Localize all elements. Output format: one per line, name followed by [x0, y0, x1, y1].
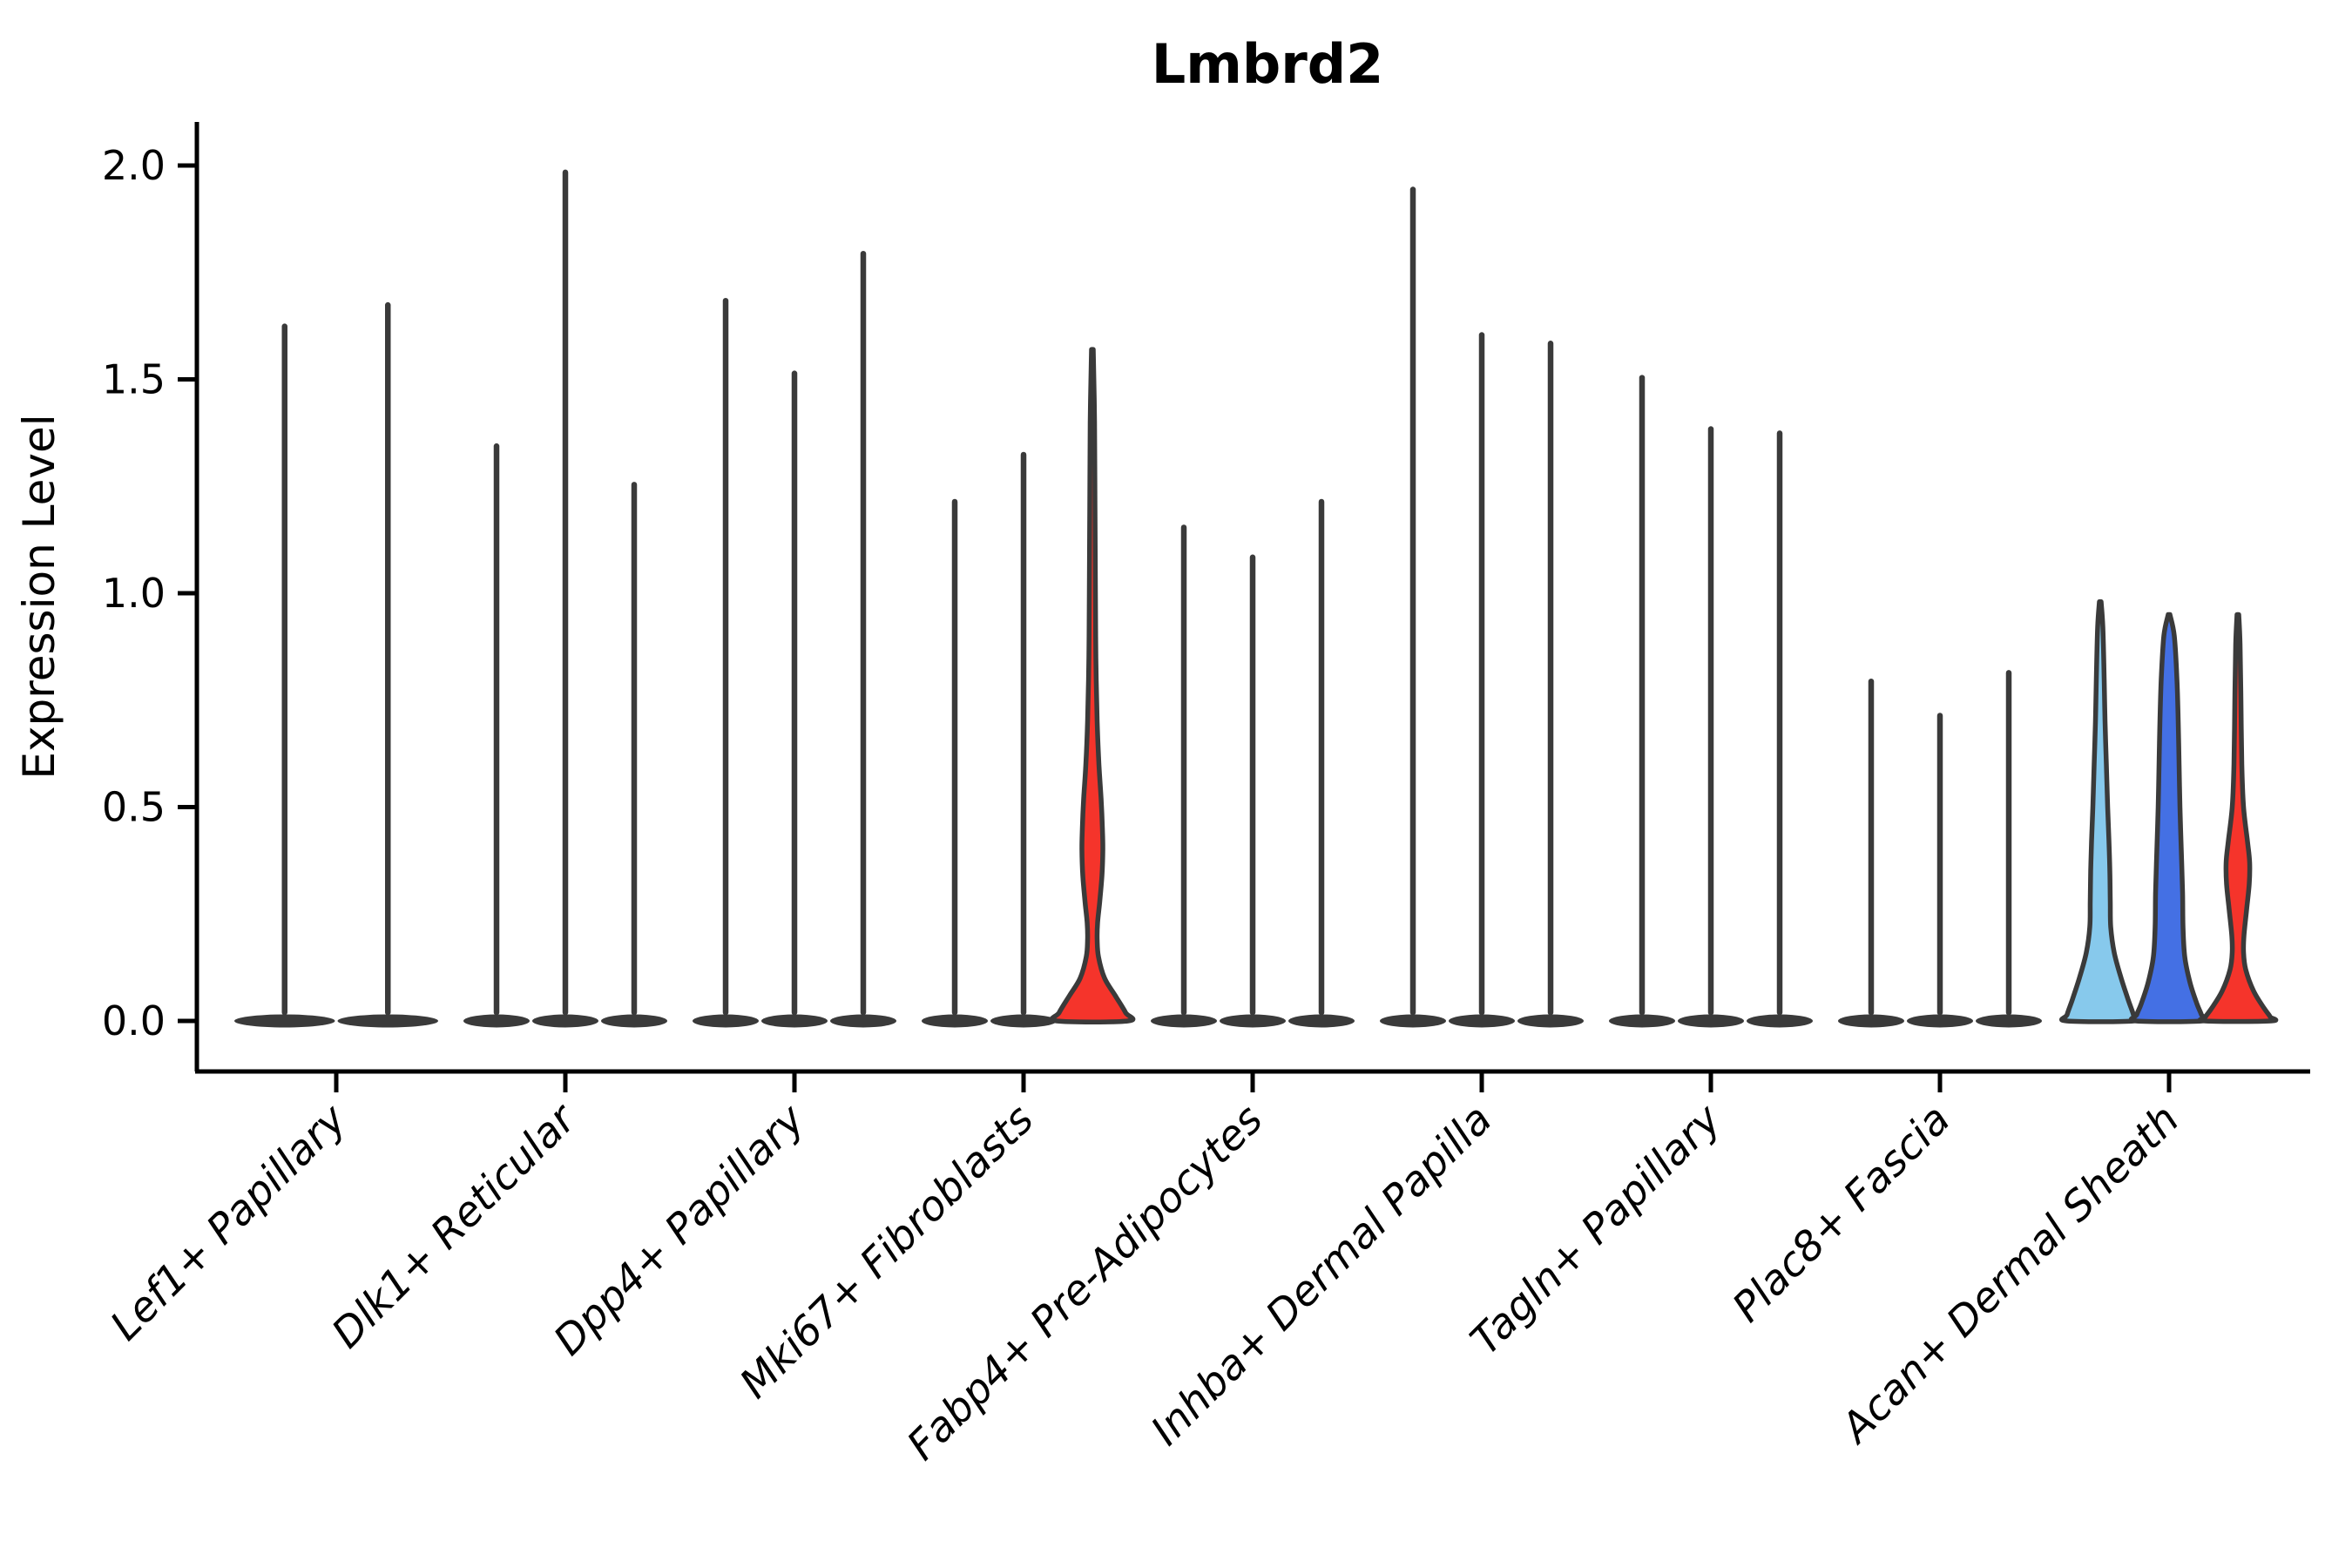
violin-base — [1380, 1014, 1446, 1028]
violin-base — [761, 1014, 828, 1028]
violin-base — [1151, 1014, 1217, 1028]
violin-base — [601, 1014, 667, 1028]
x-tick-label: Tagln+ Papillary — [1462, 1095, 1732, 1365]
y-axis-label: Expression Level — [14, 414, 64, 779]
violin-base — [693, 1014, 759, 1028]
x-tick-label: Dlk1+ Reticular — [323, 1094, 587, 1358]
violin-skyblue — [2059, 599, 2142, 1024]
violin-base — [1678, 1014, 1744, 1028]
violin-base — [1220, 1014, 1286, 1028]
violin-base — [922, 1014, 988, 1028]
x-tick-label: Lef1+ Papillary — [101, 1095, 356, 1350]
violin-base — [234, 1014, 335, 1028]
violin-red — [1049, 347, 1136, 1024]
violin-red — [2197, 612, 2279, 1024]
violin-base — [1288, 1014, 1355, 1028]
violin-base — [532, 1014, 598, 1028]
chart-title: Lmbrd2 — [1152, 32, 1384, 96]
violin-base — [1747, 1014, 1813, 1028]
violin-base — [1449, 1014, 1515, 1028]
violin-base — [1838, 1014, 1904, 1028]
violin-base — [1907, 1014, 1973, 1028]
violin-base — [1609, 1014, 1675, 1028]
x-tick-label: Dpp4+ Papillary — [544, 1095, 814, 1365]
y-tick-label: 1.0 — [102, 570, 166, 617]
violin-base — [337, 1014, 438, 1028]
violin-base — [463, 1014, 530, 1028]
violin-royalblue — [2128, 612, 2210, 1024]
y-tick-label: 0.0 — [102, 997, 166, 1044]
violin-base — [830, 1014, 896, 1028]
violin-base — [1976, 1014, 2042, 1028]
violin-base — [1517, 1014, 1584, 1028]
y-tick-label: 1.5 — [102, 356, 166, 403]
violin-base — [990, 1014, 1057, 1028]
x-tick-label: Plac8+ Fascia — [1723, 1096, 1959, 1332]
y-tick-label: 2.0 — [102, 142, 166, 189]
y-tick-label: 0.5 — [102, 784, 166, 831]
